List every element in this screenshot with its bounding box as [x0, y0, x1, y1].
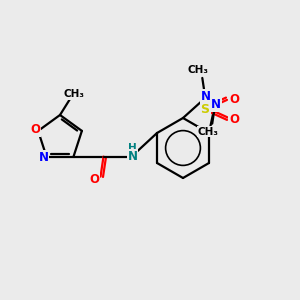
Text: N: N — [38, 151, 49, 164]
Text: N: N — [201, 90, 211, 104]
Text: O: O — [229, 113, 239, 126]
Text: CH₃: CH₃ — [64, 89, 85, 99]
Text: O: O — [30, 123, 40, 136]
Text: O: O — [89, 173, 100, 186]
Text: O: O — [229, 93, 239, 106]
Text: CH₃: CH₃ — [188, 65, 209, 75]
Text: CH₃: CH₃ — [198, 127, 219, 137]
Text: H: H — [128, 142, 137, 153]
Text: N: N — [211, 98, 221, 111]
Text: N: N — [128, 150, 137, 163]
Text: S: S — [200, 103, 209, 116]
